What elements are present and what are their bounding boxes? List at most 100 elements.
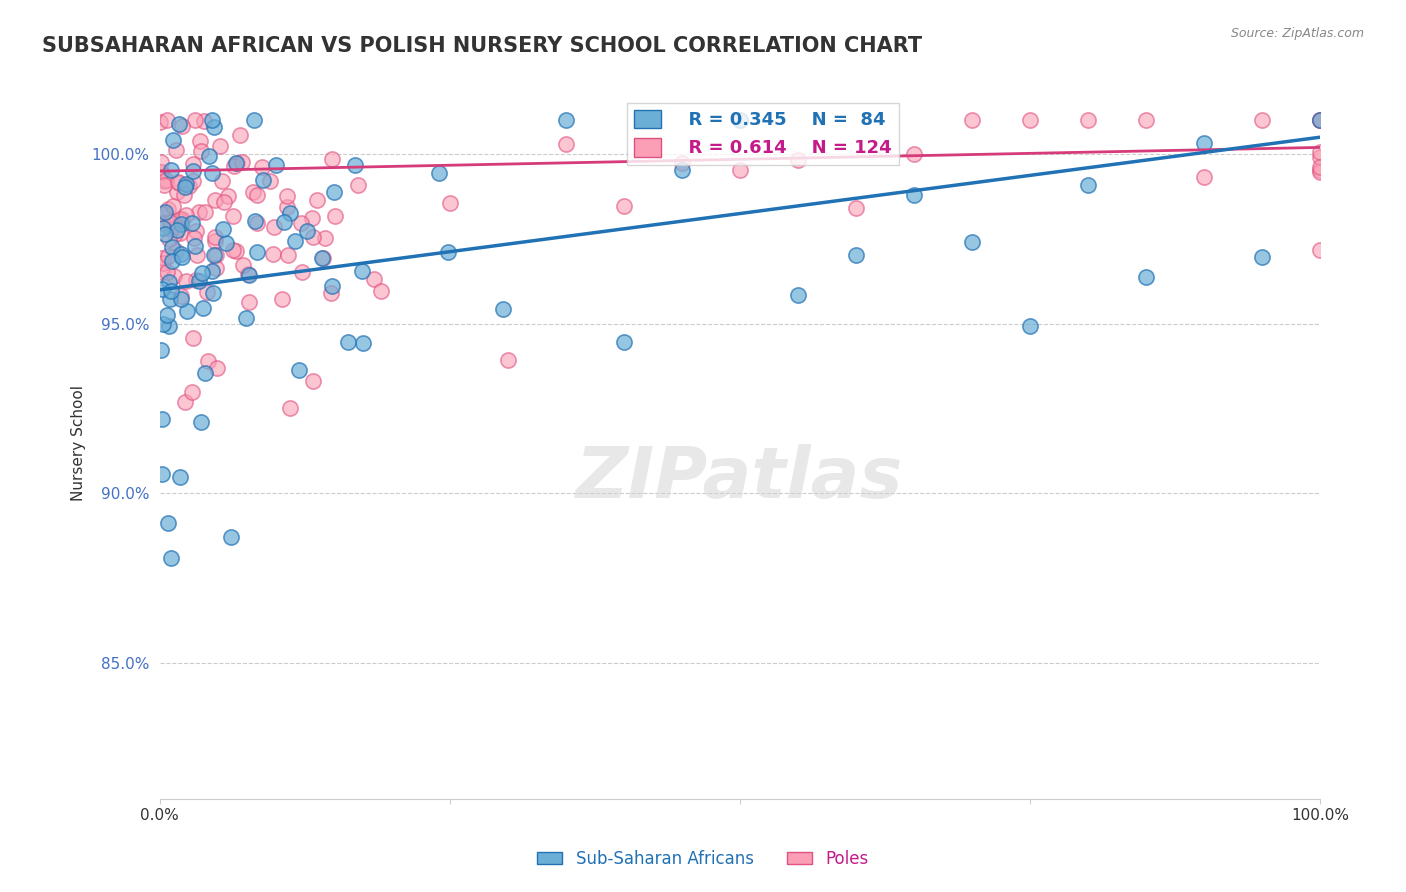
Point	[150, 251, 173, 265]
Point	[728, 113, 751, 128]
Point	[270, 292, 292, 306]
Point	[157, 202, 180, 216]
Point	[160, 163, 183, 178]
Point	[845, 201, 868, 215]
Point	[176, 274, 198, 288]
Point	[554, 137, 576, 152]
Point	[1309, 160, 1331, 174]
Point	[162, 240, 184, 254]
Point	[1309, 162, 1331, 177]
Point	[276, 200, 298, 214]
Point	[1192, 170, 1215, 185]
Point	[167, 176, 190, 190]
Point	[252, 173, 274, 187]
Point	[246, 187, 269, 202]
Point	[181, 216, 204, 230]
Point	[165, 227, 187, 241]
Point	[169, 469, 191, 483]
Point	[211, 174, 233, 188]
Point	[204, 260, 226, 275]
Point	[225, 156, 247, 170]
Point	[152, 216, 174, 230]
Point	[204, 230, 226, 244]
Point	[174, 178, 197, 192]
Point	[231, 155, 253, 169]
Point	[204, 248, 226, 262]
Point	[152, 220, 174, 235]
Point	[728, 163, 751, 178]
Point	[163, 268, 186, 283]
Point	[176, 208, 198, 222]
Point	[321, 152, 343, 166]
Point	[319, 285, 342, 300]
Point	[156, 264, 179, 278]
Point	[238, 268, 260, 282]
Point	[311, 252, 333, 266]
Point	[166, 222, 188, 236]
Point	[197, 148, 219, 162]
Point	[153, 207, 176, 221]
Point	[225, 244, 247, 259]
Point	[1135, 269, 1157, 284]
Point	[172, 120, 194, 134]
Point	[190, 145, 212, 159]
Text: Source: ZipAtlas.com: Source: ZipAtlas.com	[1230, 27, 1364, 40]
Point	[671, 162, 693, 177]
Point	[177, 179, 200, 194]
Point	[1250, 113, 1272, 128]
Point	[845, 248, 868, 262]
Point	[243, 113, 266, 128]
Point	[307, 193, 329, 207]
Point	[169, 293, 191, 307]
Point	[264, 158, 287, 172]
Point	[153, 174, 176, 188]
Point	[162, 199, 184, 213]
Point	[1135, 113, 1157, 128]
Point	[1250, 250, 1272, 264]
Point	[181, 157, 204, 171]
Point	[180, 384, 202, 399]
Text: ZIPatlas: ZIPatlas	[576, 443, 904, 513]
Point	[1077, 113, 1099, 128]
Point	[181, 174, 204, 188]
Point	[204, 193, 226, 207]
Point	[165, 244, 187, 258]
Point	[786, 153, 808, 168]
Point	[183, 231, 205, 245]
Point	[344, 158, 367, 172]
Point	[960, 235, 983, 249]
Text: SUBSAHARAN AFRICAN VS POLISH NURSERY SCHOOL CORRELATION CHART: SUBSAHARAN AFRICAN VS POLISH NURSERY SCH…	[42, 36, 922, 55]
Point	[170, 247, 193, 261]
Point	[191, 266, 214, 280]
Point	[176, 304, 198, 318]
Point	[323, 185, 346, 199]
Point	[197, 354, 219, 368]
Point	[172, 250, 194, 264]
Point	[152, 256, 174, 270]
Point	[259, 174, 281, 188]
Point	[160, 551, 183, 566]
Point	[288, 363, 311, 377]
Point	[1309, 113, 1331, 128]
Point	[149, 164, 172, 178]
Point	[1077, 178, 1099, 192]
Point	[263, 220, 285, 235]
Point	[188, 274, 211, 288]
Point	[278, 205, 301, 219]
Point	[172, 212, 194, 227]
Point	[200, 264, 222, 278]
Point	[214, 195, 236, 210]
Point	[554, 113, 576, 128]
Point	[155, 173, 177, 187]
Point	[149, 115, 172, 129]
Point	[184, 273, 207, 287]
Point	[174, 394, 197, 409]
Point	[157, 319, 180, 334]
Point	[321, 279, 343, 293]
Point	[284, 235, 307, 249]
Point	[186, 248, 208, 262]
Point	[201, 166, 224, 180]
Point	[1309, 113, 1331, 128]
Point	[202, 120, 225, 134]
Point	[166, 186, 188, 200]
